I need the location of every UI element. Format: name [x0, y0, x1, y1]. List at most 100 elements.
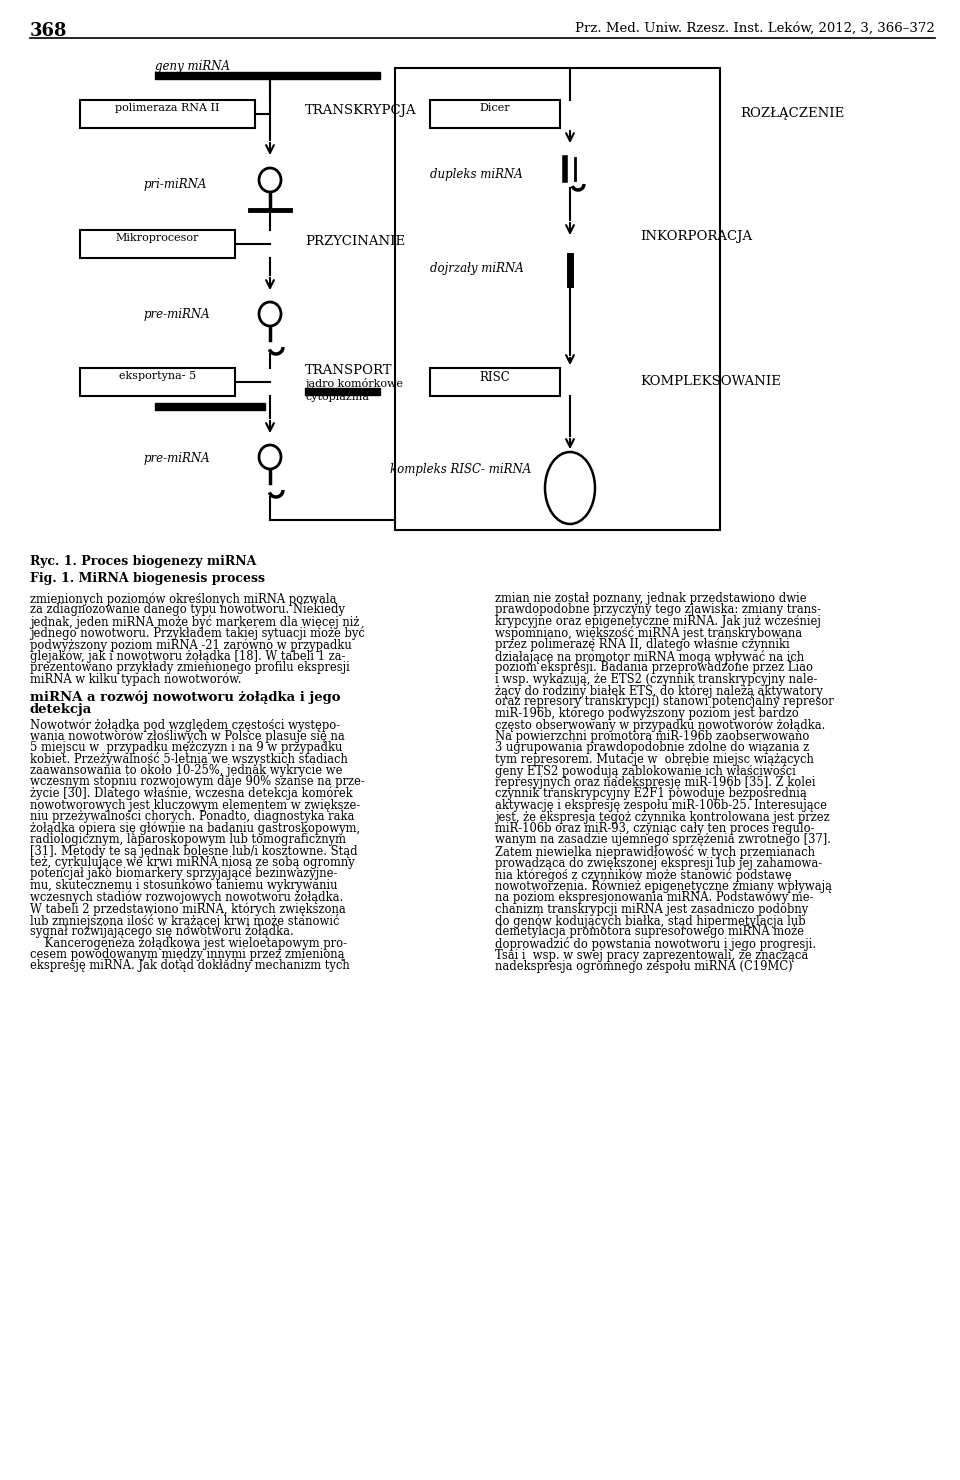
Bar: [305, 388, 380, 395]
Text: jednak, jeden miRNA może być markerem dla więcej niż: jednak, jeden miRNA może być markerem dl…: [30, 616, 359, 629]
Text: tym represorem. Mutacje w  obrębie miejsc wiążących: tym represorem. Mutacje w obrębie miejsc…: [495, 753, 814, 767]
Text: ROZŁĄCZENIE: ROZŁĄCZENIE: [740, 107, 844, 120]
Text: jest, że ekspresja tegoż czynnika kontrolowana jest przez: jest, że ekspresja tegoż czynnika kontro…: [495, 811, 829, 823]
Text: polimeraza RNA II: polimeraza RNA II: [115, 104, 220, 112]
Text: dupleks miRNA: dupleks miRNA: [430, 169, 523, 181]
Text: miRNA w kilku typach nowotworów.: miRNA w kilku typach nowotworów.: [30, 672, 242, 687]
Text: 368: 368: [30, 22, 67, 40]
Text: nowotworzenia. Również epigenetyczne zmiany wpływają: nowotworzenia. Również epigenetyczne zmi…: [495, 879, 832, 892]
Text: Na powierzchni promotora miR-196b zaobserwowano: Na powierzchni promotora miR-196b zaobse…: [495, 730, 809, 743]
Text: zmian nie został poznany, jednak przedstawiono dwie: zmian nie został poznany, jednak przedst…: [495, 592, 806, 605]
Text: Tsai i  wsp. w swej pracy zaprezentowali, że znacząca: Tsai i wsp. w swej pracy zaprezentowali,…: [495, 949, 808, 962]
Text: 3 ugrupowania prawdopodobnie zdolne do wiązania z: 3 ugrupowania prawdopodobnie zdolne do w…: [495, 741, 809, 755]
Text: Ryc. 1. Proces biogenezy miRNA: Ryc. 1. Proces biogenezy miRNA: [30, 555, 256, 568]
Text: Nowotwór żołądka pod względem częstości występo-: Nowotwór żołądka pod względem częstości …: [30, 718, 340, 731]
Text: cytoplazma: cytoplazma: [305, 392, 369, 403]
Text: niu przeżywalności chorych. Ponadto, diagnostyka raka: niu przeżywalności chorych. Ponadto, dia…: [30, 810, 354, 823]
Text: i wsp. wykazują, że ETS2 (czynnik transkrypcyjny nale-: i wsp. wykazują, że ETS2 (czynnik transk…: [495, 672, 817, 685]
Text: kompleks RISC- miRNA: kompleks RISC- miRNA: [390, 463, 531, 477]
Text: wania nowotworów złośliwych w Polsce plasuje się na: wania nowotworów złośliwych w Polsce pla…: [30, 730, 345, 743]
Text: ekspresję miRNA. Jak dotąd dokładny mechanizm tych: ekspresję miRNA. Jak dotąd dokładny mech…: [30, 959, 349, 972]
Text: cesem powodowanym między innymi przez zmienioną: cesem powodowanym między innymi przez zm…: [30, 949, 345, 961]
Text: geny ETS2 powodują zablokowanie ich właściwości: geny ETS2 powodują zablokowanie ich właś…: [495, 765, 796, 777]
Text: wczesnym stopniu rozwojowym daje 90% szanse na prze-: wczesnym stopniu rozwojowym daje 90% sza…: [30, 776, 365, 789]
Text: życie [30]. Dlatego właśnie, wczesna detekcja komórek: życie [30]. Dlatego właśnie, wczesna det…: [30, 787, 352, 801]
Ellipse shape: [259, 302, 281, 326]
Text: represyjnych oraz nadekspresję miR-196b [35]. Z kolei: represyjnych oraz nadekspresję miR-196b …: [495, 776, 815, 789]
Ellipse shape: [259, 169, 281, 192]
Bar: [430, 101, 560, 127]
Text: Kancerogeneza żołądkowa jest wieloetapowym pro-: Kancerogeneza żołądkowa jest wieloetapow…: [30, 937, 347, 950]
Text: [31]. Metody te są jednak bolesne lub/i kosztowne. Stąd: [31]. Metody te są jednak bolesne lub/i …: [30, 845, 358, 857]
Text: INKORPORACJA: INKORPORACJA: [640, 229, 752, 243]
Text: glejaków, jak i nowotworu żołądka [18]. W tabeli 1 za-: glejaków, jak i nowotworu żołądka [18]. …: [30, 650, 346, 663]
Text: oraz represory transkrypcji) stanowi potencjalny represor: oraz represory transkrypcji) stanowi pot…: [495, 696, 833, 709]
Text: też, cyrkulujące we krwi miRNA niosą ze sobą ogromny: też, cyrkulujące we krwi miRNA niosą ze …: [30, 855, 355, 869]
Text: prowadząca do zwiększonej ekspresji lub jej zahamowa-: prowadząca do zwiększonej ekspresji lub …: [495, 857, 822, 869]
Text: często obserwowany w przypadku nowotworów żołądka.: często obserwowany w przypadku nowotworó…: [495, 718, 826, 733]
Text: chanizm transkrypcji miRNA jest zasadniczo podobny: chanizm transkrypcji miRNA jest zasadnic…: [495, 903, 808, 916]
Text: nia któregoś z czynników może stanowić podstawę: nia któregoś z czynników może stanowić p…: [495, 867, 792, 882]
Text: demetylacja promotora supresorowego miRNA może: demetylacja promotora supresorowego miRN…: [495, 925, 804, 938]
Text: jądro komórkowe: jądro komórkowe: [305, 377, 403, 389]
Text: na poziom ekspresjonowania miRNA. Podstawowy me-: na poziom ekspresjonowania miRNA. Podsta…: [495, 891, 813, 904]
Text: żący do rodziny białek ETS, do której należą aktywatory: żący do rodziny białek ETS, do której na…: [495, 684, 823, 697]
Text: do genów kodujących białka, stąd hipermetylacja lub: do genów kodujących białka, stąd hiperme…: [495, 915, 805, 928]
Text: mu, skutecznemu i stosunkowo taniemu wykrywaniu: mu, skutecznemu i stosunkowo taniemu wyk…: [30, 879, 338, 892]
Text: pre-miRNA: pre-miRNA: [144, 308, 210, 321]
Ellipse shape: [259, 445, 281, 469]
Text: detekcja: detekcja: [30, 703, 92, 716]
Text: przez polimerazę RNA II, dlatego właśnie czynniki: przez polimerazę RNA II, dlatego właśnie…: [495, 638, 790, 651]
Text: za zdiagnozowanie danego typu nowotworu. Niekiedy: za zdiagnozowanie danego typu nowotworu.…: [30, 604, 345, 617]
Text: Prz. Med. Uniw. Rzesz. Inst. Leków, 2012, 3, 366–372: Prz. Med. Uniw. Rzesz. Inst. Leków, 2012…: [575, 22, 935, 36]
Bar: [80, 369, 235, 397]
Bar: [430, 369, 560, 397]
Text: wspomniano, większość miRNA jest transkrybowana: wspomniano, większość miRNA jest transkr…: [495, 626, 803, 641]
Text: krypcyjne oraz epigenetyczne miRNA. Jak już wcześniej: krypcyjne oraz epigenetyczne miRNA. Jak …: [495, 616, 821, 628]
Text: PRZYCINANIE: PRZYCINANIE: [305, 235, 405, 249]
Text: wczesnych stadiów rozwojowych nowotworu żołądka.: wczesnych stadiów rozwojowych nowotworu …: [30, 891, 344, 904]
Text: sygnał rozwijającego się nowotworu żołądka.: sygnał rozwijającego się nowotworu żołąd…: [30, 925, 294, 938]
Text: doprowadzić do powstania nowotworu i jego progresji.: doprowadzić do powstania nowotworu i jeg…: [495, 937, 816, 952]
Text: Zatem niewielka nieprawidłowość w tych przemianach: Zatem niewielka nieprawidłowość w tych p…: [495, 845, 815, 858]
Text: radiologicznym, laparoskopowym lub tomograficznym: radiologicznym, laparoskopowym lub tomog…: [30, 833, 346, 847]
Text: geny miRNA: geny miRNA: [155, 61, 230, 73]
Text: TRANSKRYPCJA: TRANSKRYPCJA: [305, 104, 417, 117]
Text: RISC: RISC: [480, 371, 511, 383]
Bar: [80, 229, 235, 258]
Text: zaawansowania to około 10-25%, jednak wykrycie we: zaawansowania to około 10-25%, jednak wy…: [30, 764, 343, 777]
Bar: [395, 68, 720, 530]
Text: W tabeli 2 przedstawiono miRNA, których zwiększona: W tabeli 2 przedstawiono miRNA, których …: [30, 901, 346, 916]
Text: potencjał jako biomarkery sprzyjające bezinwazyjne-: potencjał jako biomarkery sprzyjające be…: [30, 867, 337, 881]
Text: lub zmniejszona ilość w krążącej krwi może stanowić: lub zmniejszona ilość w krążącej krwi mo…: [30, 913, 340, 928]
Text: Mikroprocesor: Mikroprocesor: [116, 232, 199, 243]
Text: dojrzały miRNA: dojrzały miRNA: [430, 262, 524, 275]
Text: pri-miRNA: pri-miRNA: [144, 178, 207, 191]
Text: nadekspresja ogromnego zespołu miRNA (C19MC): nadekspresja ogromnego zespołu miRNA (C1…: [495, 961, 793, 972]
Text: TRANSPORT: TRANSPORT: [305, 364, 393, 377]
Bar: [155, 403, 265, 410]
Text: kobiet. Przeżywalność 5-letnia we wszystkich stadiach: kobiet. Przeżywalność 5-letnia we wszyst…: [30, 752, 348, 767]
Text: podwyższony poziom miRNA -21 zarówno w przypadku: podwyższony poziom miRNA -21 zarówno w p…: [30, 638, 351, 651]
Bar: [155, 73, 380, 78]
Bar: [80, 101, 255, 127]
Text: 5 miejscu w  przypadku mężczyzn i na 9 w przypadku: 5 miejscu w przypadku mężczyzn i na 9 w …: [30, 741, 343, 753]
Ellipse shape: [545, 451, 595, 524]
Text: czynnik transkrypcyjny E2F1 powoduje bezpośrednią: czynnik transkrypcyjny E2F1 powoduje bez…: [495, 787, 806, 801]
Text: miRNA a rozwój nowotworu żołądka i jego: miRNA a rozwój nowotworu żołądka i jego: [30, 690, 341, 703]
Text: miR-106b oraz miR-93, czyniąc cały ten proces regulo-: miR-106b oraz miR-93, czyniąc cały ten p…: [495, 821, 814, 835]
Text: nowotworowych jest kluczowym elementem w zwiększe-: nowotworowych jest kluczowym elementem w…: [30, 799, 360, 811]
Text: miR-196b, którego podwyższony poziom jest bardzo: miR-196b, którego podwyższony poziom jes…: [495, 707, 799, 721]
Text: jednego nowotworu. Przykładem takiej sytuacji może być: jednego nowotworu. Przykładem takiej syt…: [30, 626, 365, 641]
Text: wanym na zasadzie ujemnego sprzężenia zwrotnego [37].: wanym na zasadzie ujemnego sprzężenia zw…: [495, 833, 831, 847]
Text: aktywację i ekspresję zespołu miR-106b-25. Interesujące: aktywację i ekspresję zespołu miR-106b-2…: [495, 799, 827, 813]
Text: poziom ekspresji. Badania przeprowadzone przez Liao: poziom ekspresji. Badania przeprowadzone…: [495, 662, 813, 673]
Text: prezentowano przykłady zmienionego profilu ekspresji: prezentowano przykłady zmienionego profi…: [30, 662, 349, 673]
Text: eksportyna- 5: eksportyna- 5: [119, 371, 196, 380]
Text: Fig. 1. MiRNA biogenesis process: Fig. 1. MiRNA biogenesis process: [30, 571, 265, 585]
Text: pre-miRNA: pre-miRNA: [144, 451, 210, 465]
Text: KOMPLEKSOWANIE: KOMPLEKSOWANIE: [640, 374, 780, 388]
Text: prawdopodobne przyczyny tego zjawiska: zmiany trans-: prawdopodobne przyczyny tego zjawiska: z…: [495, 604, 821, 617]
Text: żołądka opiera się głównie na badaniu gastroskopowym,: żołądka opiera się głównie na badaniu ga…: [30, 821, 360, 835]
Text: działające na promotor miRNA mogą wpływać na ich: działające na promotor miRNA mogą wpływa…: [495, 650, 804, 663]
